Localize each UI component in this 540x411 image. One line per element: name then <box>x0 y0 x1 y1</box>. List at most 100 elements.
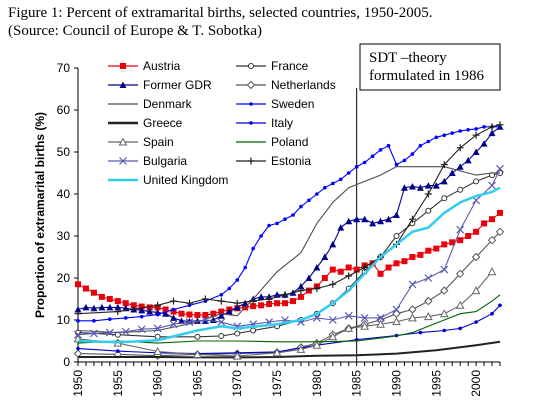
y-tick-label: 30 <box>57 229 71 243</box>
legend-label-italy: Italy <box>271 116 293 130</box>
data-point-estonia <box>265 295 273 303</box>
legend-marker-estonia <box>247 157 255 165</box>
x-tick-label: 1995 <box>429 370 443 397</box>
legend-item-denmark: Denmark <box>108 97 193 111</box>
y-tick-label: 20 <box>57 271 71 285</box>
data-point-bulgaria <box>392 305 401 314</box>
data-point-former-gdr <box>313 264 321 271</box>
data-point-bulgaria <box>105 328 114 337</box>
data-point-sweden <box>227 286 232 291</box>
data-point-sweden <box>275 221 279 226</box>
data-point-sweden <box>402 158 407 163</box>
legend-label-estonia: Estonia <box>271 154 311 168</box>
data-point-sweden <box>466 127 470 132</box>
data-point-former-gdr <box>162 310 170 317</box>
data-point-sweden <box>442 133 447 137</box>
data-point-spain <box>360 321 369 330</box>
legend-marker-sweden <box>249 102 253 106</box>
legend-item-france: France <box>236 59 309 73</box>
data-point-former-gdr <box>432 182 440 189</box>
data-point-austria <box>321 275 328 281</box>
legend-label-united-kingdom: United Kingdom <box>143 173 228 187</box>
legend-item-bulgaria: Bulgaria <box>108 154 187 168</box>
x-tick-label: 1955 <box>111 370 125 397</box>
annotation-text: formulated in 1986 <box>369 68 484 84</box>
legend-marker-france <box>248 63 254 69</box>
data-point-former-gdr <box>472 148 480 155</box>
data-point-bulgaria <box>408 280 417 289</box>
series-layer <box>73 121 505 360</box>
data-point-estonia <box>170 297 178 305</box>
x-tick-label: 1960 <box>151 370 165 397</box>
data-point-austria <box>82 285 89 292</box>
data-point-france <box>393 233 400 239</box>
data-point-sweden <box>92 319 96 323</box>
data-point-sweden <box>323 185 327 190</box>
data-point-bulgaria <box>360 313 369 322</box>
data-point-former-gdr <box>353 215 361 223</box>
data-point-estonia <box>281 291 289 299</box>
data-point-austria <box>409 254 416 260</box>
data-point-austria <box>329 266 336 273</box>
figure-source: (Source: Council of Europe & T. Sobotka) <box>8 23 262 39</box>
legend-item-former-gdr: Former GDR <box>108 78 212 92</box>
data-point-bulgaria <box>90 329 98 338</box>
data-point-sweden <box>394 162 399 167</box>
data-point-sweden <box>267 223 271 228</box>
legend-marker-italy <box>249 121 253 125</box>
data-point-sweden <box>219 293 224 297</box>
data-point-sweden <box>76 319 80 323</box>
annotation-text: SDT –theory <box>369 50 447 66</box>
data-point-bulgaria <box>201 316 210 324</box>
data-point-former-gdr <box>480 140 488 147</box>
data-point-austria <box>162 306 169 313</box>
data-point-former-gdr <box>329 240 337 248</box>
data-point-bulgaria <box>217 318 226 327</box>
data-point-austria <box>497 209 503 216</box>
y-tick-label: 40 <box>57 187 71 201</box>
data-point-bulgaria <box>169 320 178 329</box>
series-france <box>75 170 503 340</box>
legend-label-netherlands: Netherlands <box>271 78 336 92</box>
data-point-france <box>425 207 432 214</box>
data-point-austria <box>186 311 193 318</box>
data-point-netherlands <box>487 235 497 245</box>
data-point-austria <box>266 301 273 308</box>
data-point-former-gdr <box>369 219 377 227</box>
legend-item-netherlands: Netherlands <box>236 78 336 92</box>
data-point-austria <box>106 296 113 302</box>
data-point-sweden <box>251 246 255 251</box>
series-spain <box>73 267 497 360</box>
legend-label-spain: Spain <box>143 135 174 149</box>
data-point-estonia <box>488 123 496 131</box>
y-tick-label: 70 <box>57 61 71 75</box>
data-point-sweden <box>458 129 462 133</box>
data-point-sweden <box>450 131 455 135</box>
data-point-sweden <box>291 213 295 217</box>
data-point-france <box>218 332 225 339</box>
legend-item-greece: Greece <box>108 116 183 130</box>
data-point-austria <box>465 233 472 239</box>
data-point-former-gdr <box>345 217 353 225</box>
data-point-austria <box>353 266 360 273</box>
data-point-estonia <box>329 280 337 288</box>
y-tick-label: 60 <box>57 103 71 117</box>
data-point-bulgaria <box>424 274 433 282</box>
data-point-former-gdr <box>90 304 98 312</box>
data-point-sweden <box>283 217 287 221</box>
data-point-italy <box>490 311 494 316</box>
series-denmark <box>77 166 500 334</box>
data-point-former-gdr <box>440 177 448 185</box>
data-point-sweden <box>123 316 128 320</box>
series-poland <box>77 294 501 344</box>
legend-marker-spain <box>118 137 128 146</box>
legend-label-denmark: Denmark <box>143 97 193 111</box>
data-point-bulgaria <box>376 313 385 322</box>
data-point-sweden <box>338 177 343 182</box>
data-point-austria <box>457 237 464 244</box>
legend-label-austria: Austria <box>143 59 181 73</box>
x-tick-label: 1975 <box>270 370 284 397</box>
legend-item-poland: Poland <box>236 135 308 149</box>
legend-marker-former-gdr <box>119 81 127 88</box>
data-point-italy <box>458 326 462 331</box>
